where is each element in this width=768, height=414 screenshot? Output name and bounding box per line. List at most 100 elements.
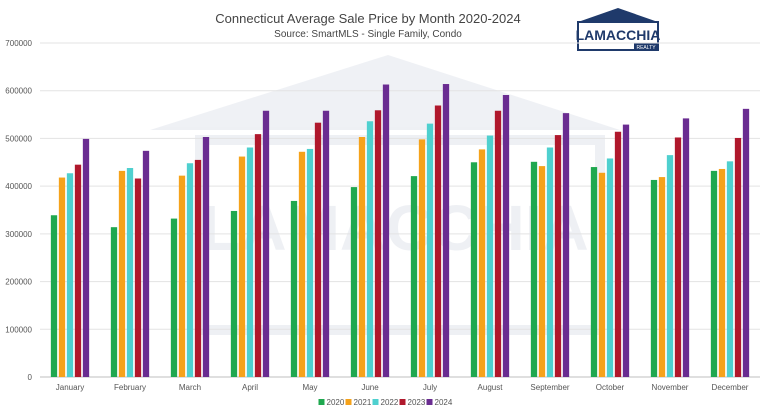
bar-2022-june <box>366 121 374 377</box>
bar-2024-december <box>742 108 750 378</box>
bar-2024-may <box>322 110 330 378</box>
x-tick-label: November <box>652 383 689 392</box>
bar-2021-june <box>358 136 366 377</box>
bar-2021-july <box>418 139 426 377</box>
logo-name: LAMACCHIA <box>576 27 661 43</box>
bar-2020-october <box>590 167 598 377</box>
bar-2023-june <box>374 110 382 377</box>
x-tick-label: April <box>242 383 258 392</box>
legend-label: 2024 <box>435 398 453 407</box>
bar-2020-april <box>230 210 238 377</box>
bar-2024-february <box>142 150 150 377</box>
bar-2023-december <box>734 137 742 377</box>
bar-2021-may <box>298 151 306 377</box>
bar-2024-september <box>562 113 570 377</box>
bar-2020-june <box>350 187 358 377</box>
bar-2023-august <box>494 110 502 378</box>
bar-2021-february <box>118 170 126 377</box>
y-tick-label: 700000 <box>5 39 32 48</box>
legend-swatch-2021 <box>345 399 352 405</box>
chart-title: Connecticut Average Sale Price by Month … <box>215 11 520 26</box>
bar-2024-august <box>502 95 510 377</box>
bar-2022-january <box>66 173 74 377</box>
logo-tagline: REALTY <box>636 45 656 51</box>
x-tick-label: February <box>114 383 146 392</box>
bars <box>50 84 750 378</box>
logo-roof-icon <box>578 8 658 22</box>
bar-2023-july <box>434 105 442 378</box>
y-tick-label: 500000 <box>5 134 32 143</box>
bar-2021-march <box>178 175 186 377</box>
y-tick-label: 200000 <box>5 278 32 287</box>
bar-2021-september <box>538 166 546 377</box>
legend-swatch-2022 <box>372 399 379 405</box>
bar-2021-april <box>238 156 246 377</box>
bar-2023-september <box>554 135 562 377</box>
x-tick-label: September <box>530 383 569 392</box>
bar-2022-march <box>186 163 194 377</box>
bar-2020-february <box>110 227 118 377</box>
x-tick-label: January <box>56 383 84 392</box>
bar-2023-february <box>134 178 142 377</box>
bar-2022-may <box>306 148 314 377</box>
bar-2023-november <box>674 137 682 377</box>
bar-2020-september <box>530 161 538 377</box>
bar-2022-july <box>426 123 434 377</box>
legend: 2020 2021 2022 2023 2024 <box>318 398 453 407</box>
brand-logo: LAMACCHIA REALTY <box>576 8 661 51</box>
bar-2021-october <box>598 172 606 377</box>
bar-2020-december <box>710 170 718 377</box>
bar-2024-march <box>202 136 210 377</box>
bar-2024-november <box>682 118 690 377</box>
bar-2020-november <box>650 179 658 377</box>
bar-2022-september <box>546 147 554 377</box>
y-tick-label: 400000 <box>5 182 32 191</box>
y-tick-label: 600000 <box>5 87 32 96</box>
bar-2024-july <box>442 84 450 377</box>
y-axis: 0 100000 200000 300000 400000 500000 600000 700… <box>5 39 32 382</box>
gridlines <box>40 42 760 378</box>
x-tick-label: July <box>423 383 437 392</box>
bar-2023-may <box>314 122 322 377</box>
bar-2022-april <box>246 147 254 377</box>
bar-2020-may <box>290 200 298 377</box>
bar-2020-august <box>470 162 478 377</box>
bar-2022-august <box>486 135 494 377</box>
bar-2024-october <box>622 124 630 377</box>
bar-2021-january <box>58 177 66 377</box>
legend-label: 2023 <box>408 398 426 407</box>
bar-2020-march <box>170 218 178 377</box>
bar-2023-october <box>614 131 622 377</box>
bar-2020-july <box>410 176 418 377</box>
x-tick-label: March <box>179 383 201 392</box>
x-tick-label: December <box>712 383 749 392</box>
bar-2021-november <box>658 177 666 377</box>
y-tick-label: 0 <box>28 373 33 382</box>
bar-2022-february <box>126 168 134 377</box>
bar-2022-october <box>606 158 614 377</box>
legend-label: 2022 <box>381 398 399 407</box>
x-tick-label: June <box>361 383 379 392</box>
x-tick-label: October <box>596 383 625 392</box>
legend-swatch-2020 <box>318 399 325 405</box>
legend-swatch-2024 <box>426 399 433 405</box>
x-axis: January February March April May June July Augu… <box>56 383 749 392</box>
bar-2021-december <box>718 168 726 377</box>
bar-2023-march <box>194 159 202 377</box>
x-tick-label: August <box>478 383 504 392</box>
bar-2022-december <box>726 161 734 377</box>
bar-2022-november <box>666 155 674 377</box>
bar-2023-april <box>254 134 262 377</box>
legend-label: 2021 <box>354 398 372 407</box>
y-tick-label: 300000 <box>5 230 32 239</box>
bar-2024-april <box>262 110 270 378</box>
y-tick-label: 100000 <box>5 325 32 334</box>
legend-swatch-2023 <box>399 399 406 405</box>
bar-2023-january <box>74 164 82 377</box>
bar-2021-august <box>478 149 486 377</box>
bar-2020-january <box>50 215 58 377</box>
legend-label: 2020 <box>327 398 345 407</box>
bar-2024-june <box>382 84 390 378</box>
chart-subtitle: Source: SmartMLS - Single Family, Condo <box>274 29 462 40</box>
